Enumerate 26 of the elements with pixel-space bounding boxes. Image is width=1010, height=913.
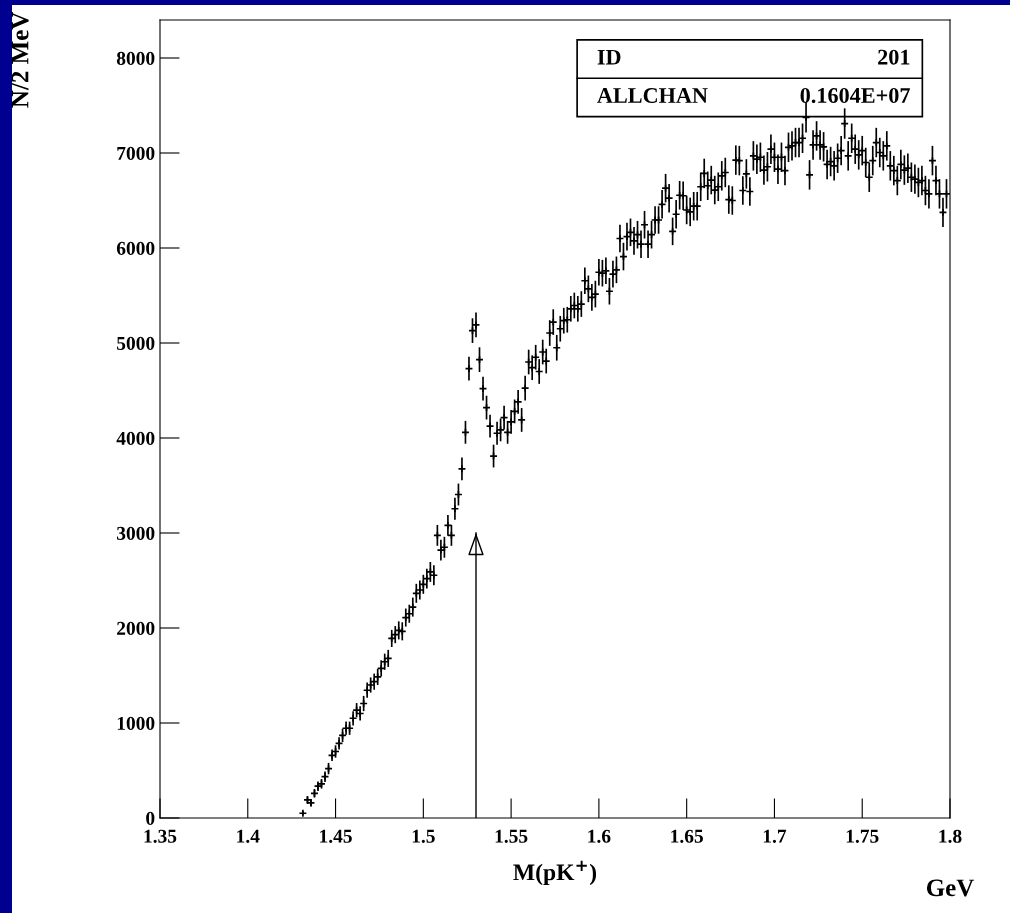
x-tick-label: 1.8 — [939, 829, 962, 843]
annotation: 0.1604E+07 — [800, 87, 910, 104]
annotation: ID — [597, 49, 621, 65]
x-tick-label: 1.4 — [237, 829, 260, 843]
y-tick-label: 7000 — [117, 146, 155, 160]
y-tick-label: 6000 — [116, 241, 155, 255]
y-tick-label: 0 — [146, 811, 155, 825]
annotation: 201 — [878, 49, 910, 65]
x-tick-label: 1.6 — [588, 829, 611, 843]
x-tick-label: 1.35 — [144, 829, 177, 843]
x-tick-label: 1.45 — [320, 829, 352, 843]
y-tick-label: 1000 — [117, 716, 155, 730]
y-tick-label: 8000 — [116, 51, 155, 65]
annotation: ALLCHAN — [597, 88, 708, 103]
y-tick-label: 5000 — [117, 336, 155, 350]
x-tick-label: 1.5 — [412, 829, 435, 843]
y-axis-title: N/2 MeV — [11, 11, 29, 108]
text: GeV — [926, 879, 975, 897]
x-tick-label: 1.75 — [846, 829, 879, 843]
y-tick-label: 4000 — [116, 431, 155, 445]
y-tick-label: 2000 — [117, 621, 155, 635]
x-axis-title: M(pK$^{+}$) — [513, 860, 597, 886]
y-tick-label: 3000 — [116, 526, 155, 540]
x-tick-label: 1.55 — [495, 829, 528, 843]
x-tick-label: 1.65 — [671, 829, 703, 843]
x-tick-label: 1.7 — [763, 829, 787, 843]
